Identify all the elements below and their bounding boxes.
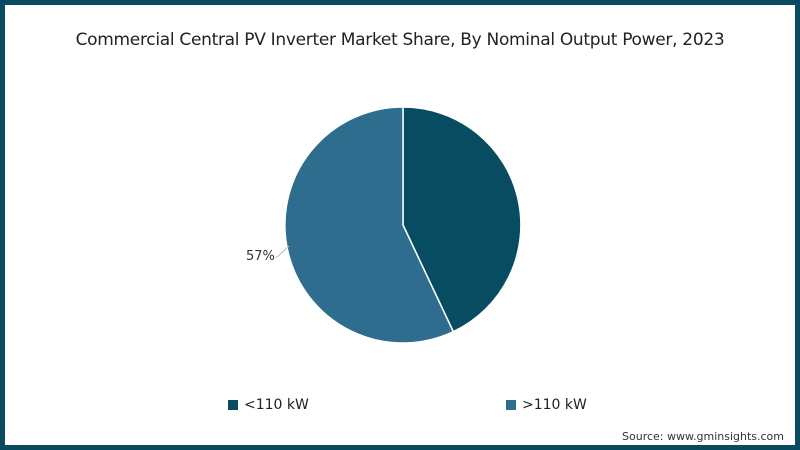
- chart-title: Commercial Central PV Inverter Market Sh…: [75, 30, 725, 50]
- legend-swatch-icon: [228, 400, 238, 410]
- slice-lt-110kw[interactable]: [402, 106, 522, 333]
- legend-item-lt-110kw[interactable]: <110 kW: [228, 397, 309, 413]
- legend-item-gt-110kw[interactable]: >110 kW: [506, 397, 587, 413]
- legend-label: <110 kW: [244, 397, 309, 413]
- slice-gt-110kw[interactable]: [284, 106, 455, 344]
- legend-swatch-icon: [506, 400, 516, 410]
- legend-label: >110 kW: [522, 397, 587, 413]
- label-leader-line: [275, 245, 290, 259]
- data-label-57: 57%: [246, 249, 275, 264]
- source-text: Source: www.gminsights.com: [622, 430, 784, 443]
